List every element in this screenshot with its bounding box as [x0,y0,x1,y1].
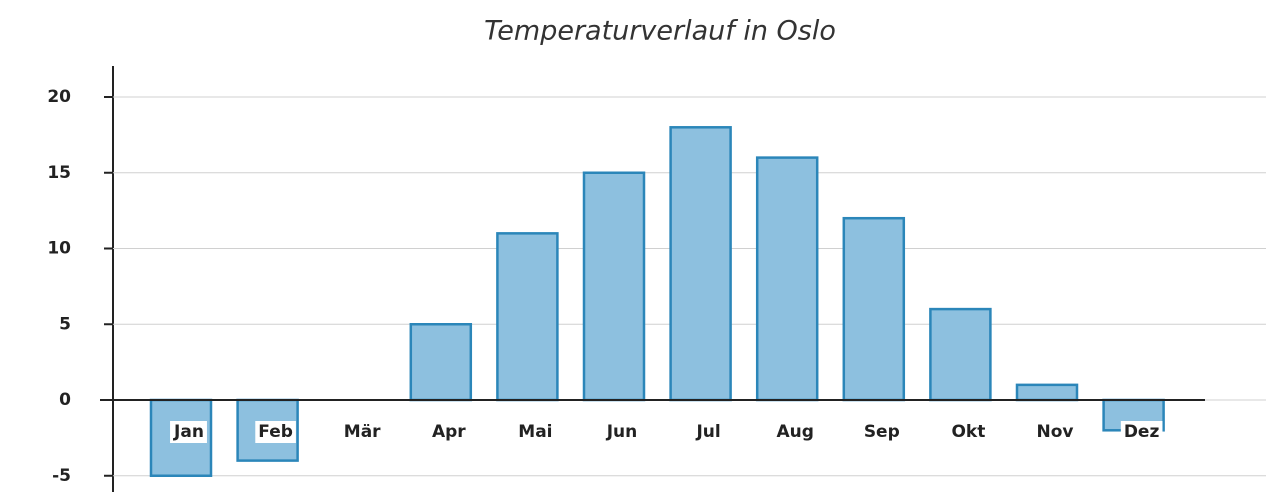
label-bg [773,421,817,443]
bar [409,323,473,402]
x-tick-label: Aug [776,422,813,442]
x-tick-label: Feb [258,422,293,442]
label-bg [602,421,641,443]
label-bg [255,421,296,443]
x-tick-label: Mär [344,422,381,442]
x-tick-label: Dez [1124,422,1160,442]
label-bg [1033,421,1077,443]
bar [496,232,559,402]
x-tick-label: Jun [606,422,638,442]
x-tick-label: Okt [951,422,985,442]
label-bg [515,421,556,443]
label-bg [340,421,385,443]
x-tick-label: Sep [864,422,900,442]
y-tick-label: 20 [47,87,71,107]
bar [669,126,732,402]
bar [755,156,819,402]
y-tick-label: -5 [52,466,71,486]
y-tick-label: 5 [59,314,71,334]
label-bg [860,421,903,443]
bar [582,171,646,402]
y-tick-label: 0 [59,390,71,410]
label-bg [1120,421,1163,443]
x-tick-label: Apr [432,422,466,442]
y-tick-label: 10 [47,239,71,259]
x-tick-label: Nov [1037,422,1074,442]
y-tick-label: 15 [47,163,71,183]
x-tick-label: Jan [173,422,204,442]
label-bg [692,421,724,443]
label-bg [170,421,207,443]
chart-title: Temperaturverlauf in Oslo [484,16,836,47]
bar [842,216,906,402]
bar [1015,383,1079,402]
label-bg [428,421,470,443]
bar [929,307,992,402]
label-bg [948,421,989,443]
x-tick-label: Jul [695,422,720,442]
x-tick-label: Mai [518,422,552,442]
